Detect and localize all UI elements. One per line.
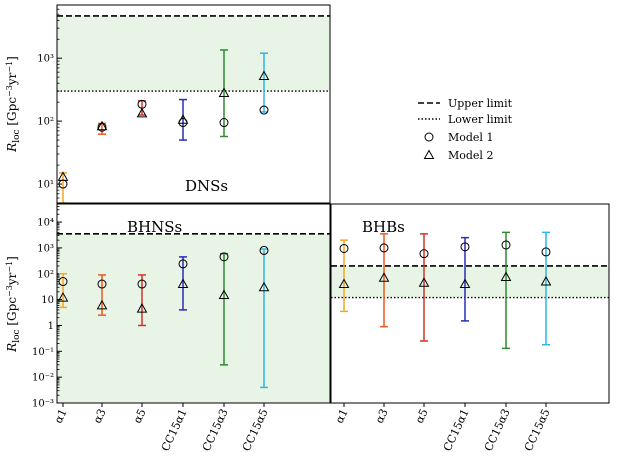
x-category-label: α1 [52,407,70,426]
x-category-label: CC15α5 [522,407,553,454]
x-category-label: α5 [413,407,431,426]
model-2-point [500,271,512,281]
model-1-point [541,247,551,257]
panel-frame [56,4,331,204]
model-2-point [540,276,552,286]
legend-label: Model 2 [448,149,493,162]
model-2-point [96,120,108,131]
model-2-point [338,278,350,289]
y-tick-label: 10⁴ [37,218,54,229]
model-1-point [219,252,229,262]
model-2-point [136,107,148,118]
y-tick-label: 10⁻² [32,373,54,384]
legend-circle-swatch [424,132,434,142]
shaded-band [57,15,330,92]
model-1-point [259,245,269,255]
model-1-point [339,243,349,253]
model-1-point [97,279,107,289]
model-2-point [218,289,230,300]
model-1-point [219,118,229,128]
x-category-label: α1 [333,407,351,426]
y-axis-label-bottom: Rloc [Gpc−3yr−1] [5,256,22,353]
panel-dns: 10¹ 10² 10³ DNSs [37,4,331,204]
x-category-label: CC15α5 [240,407,271,454]
legend: Upper limit Lower limit Model 1 Model 2 [418,97,513,162]
panel-bhb: BHBs α1 α3 α5 CC15α1 CC15α3 CC15α5 [330,203,610,454]
legend-label: Model 1 [448,131,493,144]
model-1-point [419,249,429,259]
model-1-point [259,105,269,115]
model-2-point [57,292,69,302]
model-1-point [137,279,147,289]
x-category-label: CC15α3 [482,407,513,454]
model-1-point [379,243,389,253]
model-1-point [97,122,107,132]
model-2-point [378,272,390,282]
panel-bhns: 10⁻³ 10⁻² 10⁻¹ 1 10 10² 10³ 10⁴ BHNSs α1 α3 α5 CC15α… [32,203,331,454]
model-1-point [178,259,188,269]
legend-label: Upper limit [448,97,513,110]
shaded-band [331,265,609,298]
model-2-point [96,299,108,310]
model-2-point [57,171,69,181]
panel-title: BHNSs [127,218,182,236]
model-2-point [177,278,189,289]
x-category-label: CC15α3 [200,407,231,454]
x-category-label: α3 [91,407,109,426]
y-axis-label-top: Rloc [Gpc−3yr−1] [5,56,22,153]
x-category-label: CC15α1 [441,407,472,454]
y-tick-label: 10² [37,269,54,280]
model-2-point [459,278,471,289]
y-tick-label: 10² [37,117,54,128]
model-1-point [460,242,470,252]
y-tick-label: 10⁻¹ [32,347,54,358]
shaded-band [57,233,330,403]
y-tick-label: 10¹ [37,180,54,191]
model-2-point [136,303,148,313]
panel-title: BHBs [362,218,405,236]
x-category-label: CC15α1 [159,407,190,454]
model-1-point [58,277,68,287]
legend-label: Lower limit [448,113,513,126]
model-2-point [418,277,430,287]
model-1-point [501,240,511,250]
model-2-point [177,114,189,124]
y-tick-label: 10³ [37,54,54,65]
x-category-label: α5 [131,407,149,426]
y-tick-label: 1 [48,321,54,332]
panel-title: DNSs [185,177,228,195]
model-2-point [258,70,270,81]
legend-triangle-swatch [423,149,435,159]
y-tick-label: 10 [41,295,54,306]
x-category-label: α3 [373,407,391,426]
model-2-point [218,87,230,97]
y-tick-label: 10³ [37,243,54,254]
model-2-point [258,281,270,292]
y-tick-label: 10⁻³ [32,399,54,410]
panel-frame [56,203,331,404]
panel-frame [330,203,610,404]
